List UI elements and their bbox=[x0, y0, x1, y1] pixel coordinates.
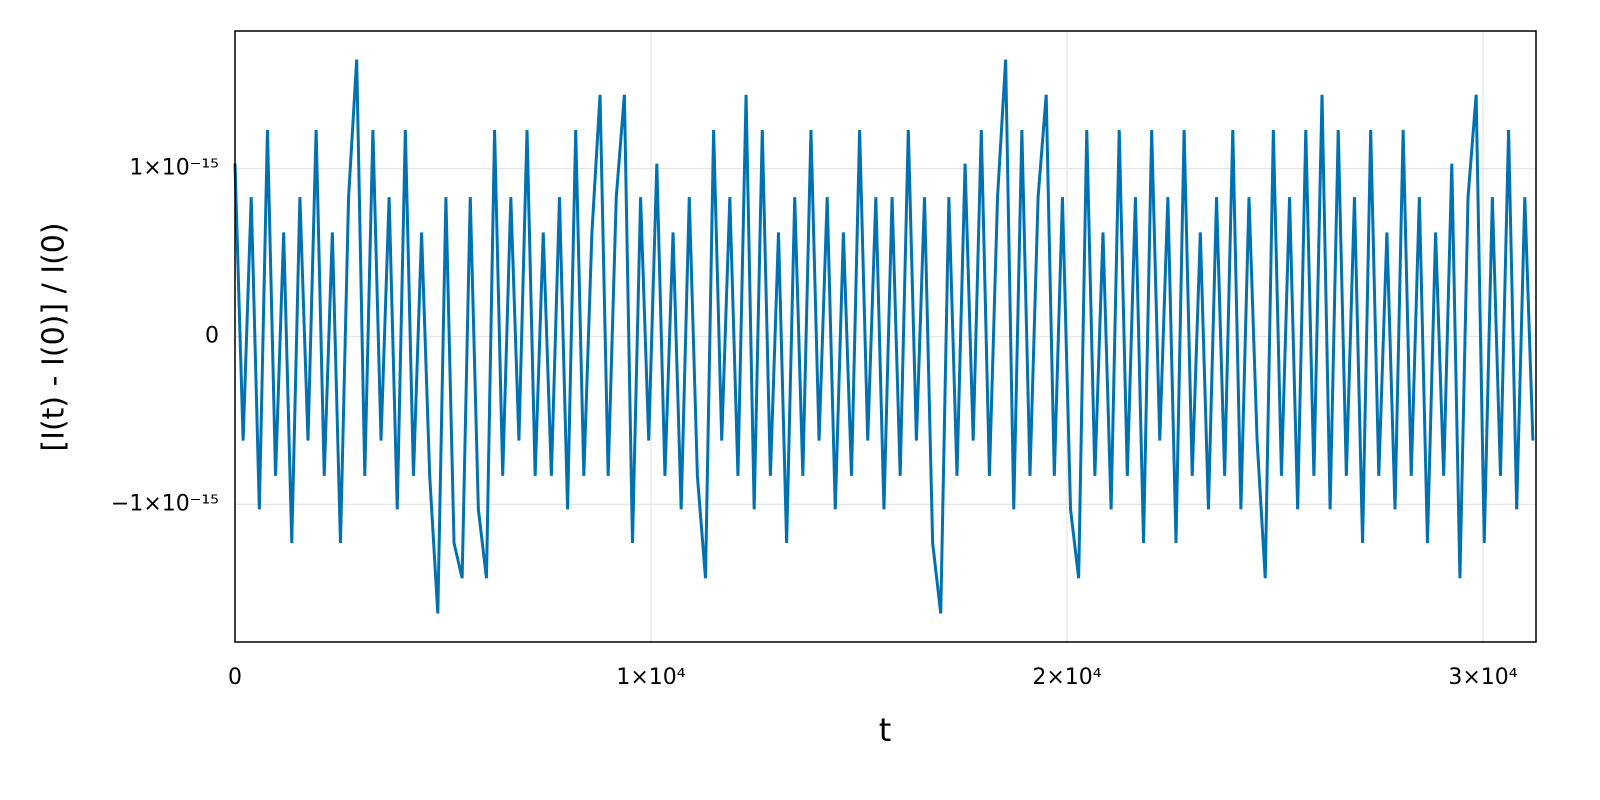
y-tick-label: 0 bbox=[205, 324, 219, 349]
x-tick-label: 2×10⁴ bbox=[1032, 665, 1101, 690]
x-tick-label: 0 bbox=[228, 665, 242, 690]
plot-frame bbox=[234, 30, 1537, 643]
x-tick-label: 3×10⁴ bbox=[1448, 665, 1517, 690]
x-axis-label: t bbox=[879, 711, 892, 749]
plot-area bbox=[233, 59, 1535, 614]
x-tick-label: 1×10⁴ bbox=[616, 665, 685, 690]
data-line bbox=[233, 59, 1535, 614]
y-axis-label: [I(t) - I(0)] / I(0) bbox=[37, 222, 72, 451]
y-tick-label: −1×10⁻¹⁵ bbox=[111, 491, 219, 516]
y-tick-label: 1×10⁻¹⁵ bbox=[129, 156, 219, 181]
grid bbox=[234, 31, 1536, 642]
